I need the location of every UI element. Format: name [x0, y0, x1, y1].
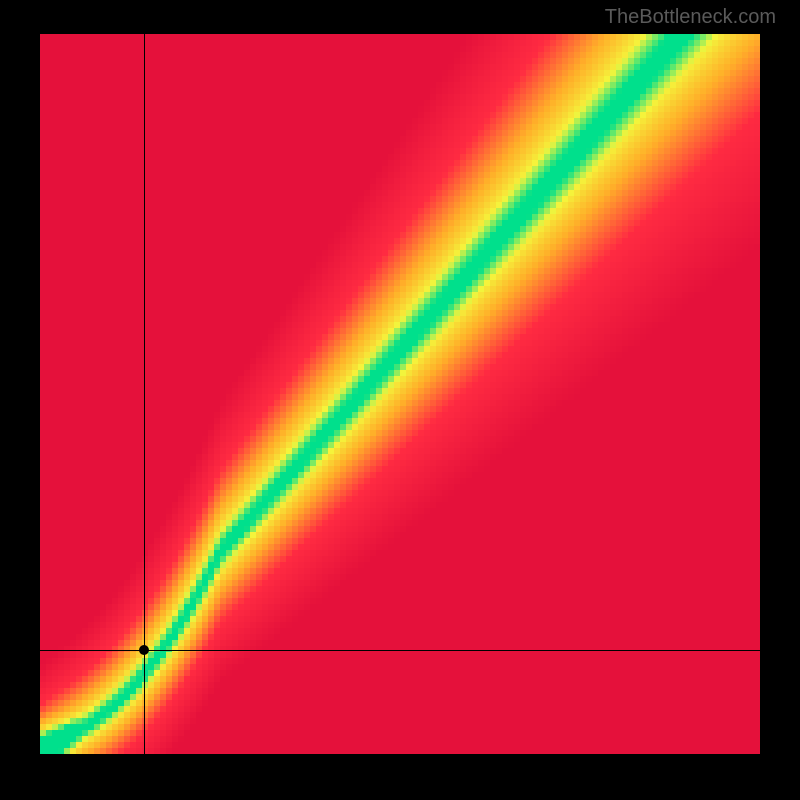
- plot-area: [40, 34, 760, 754]
- operating-point-marker: [139, 645, 149, 655]
- watermark-text: TheBottleneck.com: [605, 6, 776, 29]
- chart-frame: TheBottleneck.com: [0, 0, 800, 800]
